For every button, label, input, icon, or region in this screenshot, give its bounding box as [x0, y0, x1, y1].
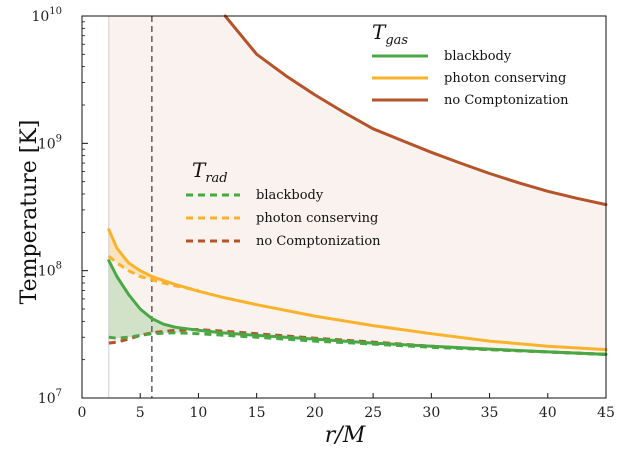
- line-gas-nocomp: [223, 14, 608, 207]
- line-gas-photon: [107, 228, 608, 352]
- blackbody-shaded-region: [108, 260, 187, 339]
- line-rad-photon: [107, 255, 199, 292]
- y-tick-label: 107: [38, 388, 62, 407]
- legend-gas-photon-label: photon conserving: [444, 71, 566, 86]
- x-tick-label: 45: [597, 405, 615, 421]
- y-axis-title: Temperature [K]: [17, 120, 42, 305]
- legend-rad-blackbody-label: blackbody: [256, 188, 324, 203]
- x-tick-label: 20: [306, 405, 324, 421]
- x-tick-label: 30: [422, 405, 440, 421]
- series-lines: [107, 14, 608, 356]
- legend-rad-nocomp-label: no Comptonization: [256, 234, 381, 249]
- legend-rad-photon-label: photon conserving: [256, 211, 378, 226]
- axis-ticks: 0 5 10 15 20 25 30 35 40 45 107 108 109 1010: [31, 6, 614, 421]
- x-tick-label: 10: [190, 405, 208, 421]
- y-tick-label: 1010: [31, 6, 62, 25]
- x-tick-label: 35: [481, 405, 499, 421]
- legend-gas-blackbody-label: blackbody: [444, 49, 512, 64]
- plot-area-frame: [81, 15, 607, 399]
- legend-gas-nocomp-label: no Comptonization: [444, 93, 569, 108]
- x-tick-label: 25: [364, 405, 382, 421]
- x-axis-title: r/M: [325, 423, 366, 448]
- x-tick-label: 0: [78, 405, 87, 421]
- x-tick-label: 5: [136, 405, 145, 421]
- legend-gas-title: Tgas: [372, 20, 408, 48]
- x-tick-label: 40: [539, 405, 557, 421]
- line-gas-blackbody: [107, 259, 608, 356]
- y-tick-label: 109: [38, 133, 62, 152]
- legend-gas: Tgas blackbody photon conserving no Comp…: [372, 20, 569, 108]
- legend-rad: Trad blackbody photon conserving no Comp…: [186, 158, 381, 249]
- legend-rad-title: Trad: [192, 158, 228, 186]
- y-tick-label: 108: [38, 261, 62, 280]
- nocomp-shaded-region: [108, 16, 607, 355]
- x-tick-label: 15: [248, 405, 266, 421]
